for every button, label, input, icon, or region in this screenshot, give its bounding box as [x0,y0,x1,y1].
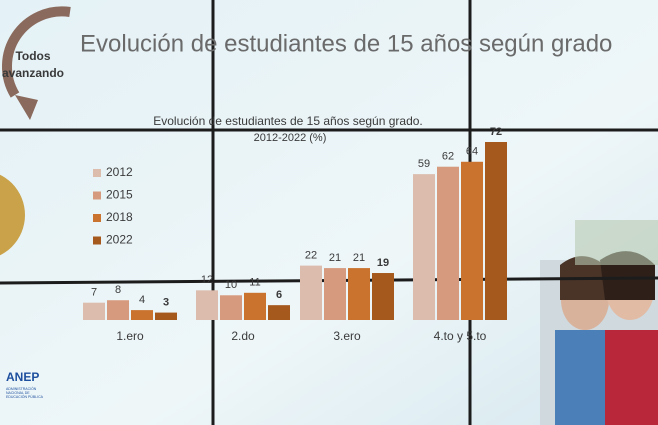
value-label: 6 [276,289,282,301]
badge-arc [1,6,71,98]
chart-title: Evolución de estudiantes de 15 años segú… [153,114,423,128]
legend-label: 2015 [106,188,133,202]
value-label: 64 [466,146,478,158]
value-label: 4 [139,294,145,306]
legend-swatch [93,236,101,245]
value-label: 11 [249,277,260,289]
bar [244,292,266,320]
legend-label: 2018 [106,210,133,224]
badge-text: Todos [15,49,50,63]
x-tick-label: 1.ero [116,329,144,343]
legend-label: 2012 [106,165,133,179]
logo-sub: EDUCACIÓN PÚBLICA [6,394,44,399]
legend-swatch [93,169,101,177]
bar [268,305,290,320]
decor-circle [0,174,25,256]
value-label: 72 [490,126,502,138]
logo-sub: NACIONAL DE [6,391,30,395]
value-label: 8 [115,284,121,296]
chart-subtitle: 2012-2022 (%) [254,132,327,144]
value-label: 19 [377,257,389,269]
slide-title: Evolución de estudiantes de 15 años segú… [80,30,612,57]
bar [372,273,394,320]
bar [324,268,346,320]
value-label: 7 [91,287,97,299]
legend-swatch [93,214,101,222]
bar [485,142,507,320]
bar [413,174,435,320]
bar [196,290,218,320]
bar [107,300,129,320]
bar [300,265,322,320]
x-tick-label: 2.do [231,329,255,343]
value-label: 21 [353,252,365,264]
value-label: 62 [442,151,454,163]
value-label: 10 [225,279,237,291]
bar [155,312,177,320]
bar [220,295,242,320]
value-label: 12 [201,274,213,286]
value-label: 22 [305,250,317,262]
plot: 2012 2015 2018 2022 1.ero 7 8 4 3 2.do 12 10 11 6 3.er… [83,126,507,343]
badge-arrow [15,95,38,120]
value-label: 59 [418,158,430,170]
logo: ANEP [6,370,39,384]
bar [437,166,459,320]
logo-sub: ADMINISTRACIÓN [6,386,37,391]
bar [131,310,153,320]
bar [461,161,483,320]
x-tick-label: 3.ero [333,329,361,343]
bar [83,302,105,320]
value-label: 21 [329,252,341,264]
x-tick-label: 4.to y 5.to [434,329,487,343]
value-label: 3 [163,296,169,308]
legend-swatch [93,191,101,200]
bar [348,268,370,320]
legend-label: 2022 [106,233,133,247]
badge-text: avanzando [2,66,64,80]
